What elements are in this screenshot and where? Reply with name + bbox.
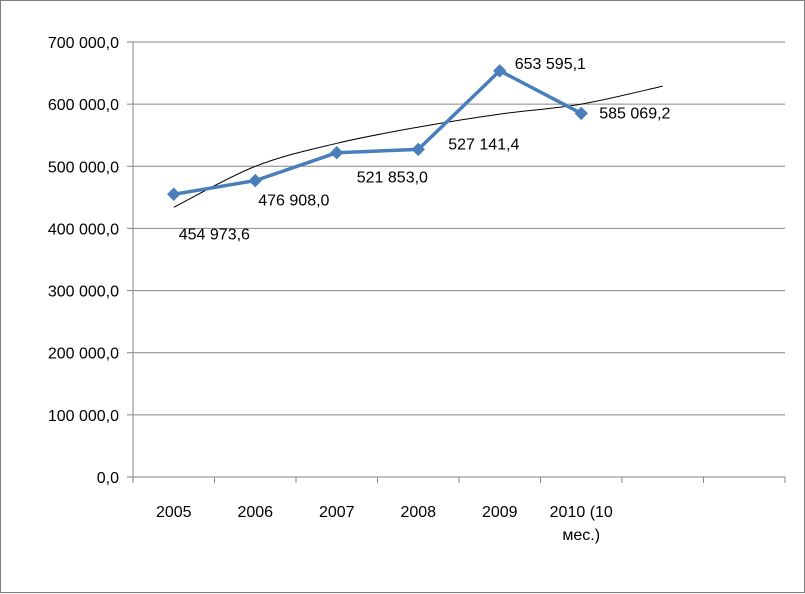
y-tick-label: 400 000,0 [48, 221, 119, 238]
x-category-label: 2008 [400, 504, 436, 521]
data-point-marker [248, 173, 262, 188]
y-tick-label: 700 000,0 [48, 35, 119, 52]
data-point-marker [493, 64, 507, 78]
x-category-label: 2006 [237, 504, 273, 521]
y-tick-label: 200 000,0 [48, 346, 119, 363]
series-line [173, 69, 583, 197]
x-category-label-line: 2007 [319, 504, 355, 521]
x-category-label-line: 2005 [156, 504, 192, 521]
y-tick-label: 500 000,0 [48, 159, 119, 176]
x-category-label-line: мес.) [562, 527, 600, 544]
data-point-marker [411, 142, 425, 157]
x-category-label-line: 2010 (10 [550, 504, 613, 521]
data-label: 653 595,1 [515, 56, 586, 73]
x-category-label-line: 2006 [237, 504, 273, 521]
axes [127, 41, 786, 483]
data-point-marker [574, 106, 588, 121]
data-label: 527 141,4 [448, 136, 519, 153]
data-label: 521 853,0 [357, 170, 428, 187]
x-category-label-line: 2008 [400, 504, 436, 521]
y-tick-label: 300 000,0 [48, 284, 119, 301]
data-point-marker [330, 145, 344, 160]
x-category-label: 2010 (10 мес.) [550, 504, 613, 544]
y-tick-label: 100 000,0 [48, 408, 119, 425]
y-tick-label: 0,0 [97, 470, 119, 487]
x-category-label-line: 2009 [482, 504, 518, 521]
trendline [173, 85, 663, 208]
data-point-marker [167, 187, 181, 201]
labels-layer: 0,0 100 000,0 200 000,0 300 000,0 400 000,0 5… [48, 35, 671, 544]
x-category-label: 2009 [482, 504, 518, 521]
trendline-layer [173, 85, 663, 208]
series-layer [167, 64, 588, 201]
x-category-label: 2007 [319, 504, 355, 521]
data-label: 454 973,6 [179, 226, 250, 243]
data-label: 476 908,0 [258, 193, 329, 210]
data-label: 585 069,2 [599, 105, 670, 122]
y-tick-label: 600 000,0 [48, 97, 119, 114]
x-category-label: 2005 [156, 504, 192, 521]
gridlines [133, 41, 785, 416]
